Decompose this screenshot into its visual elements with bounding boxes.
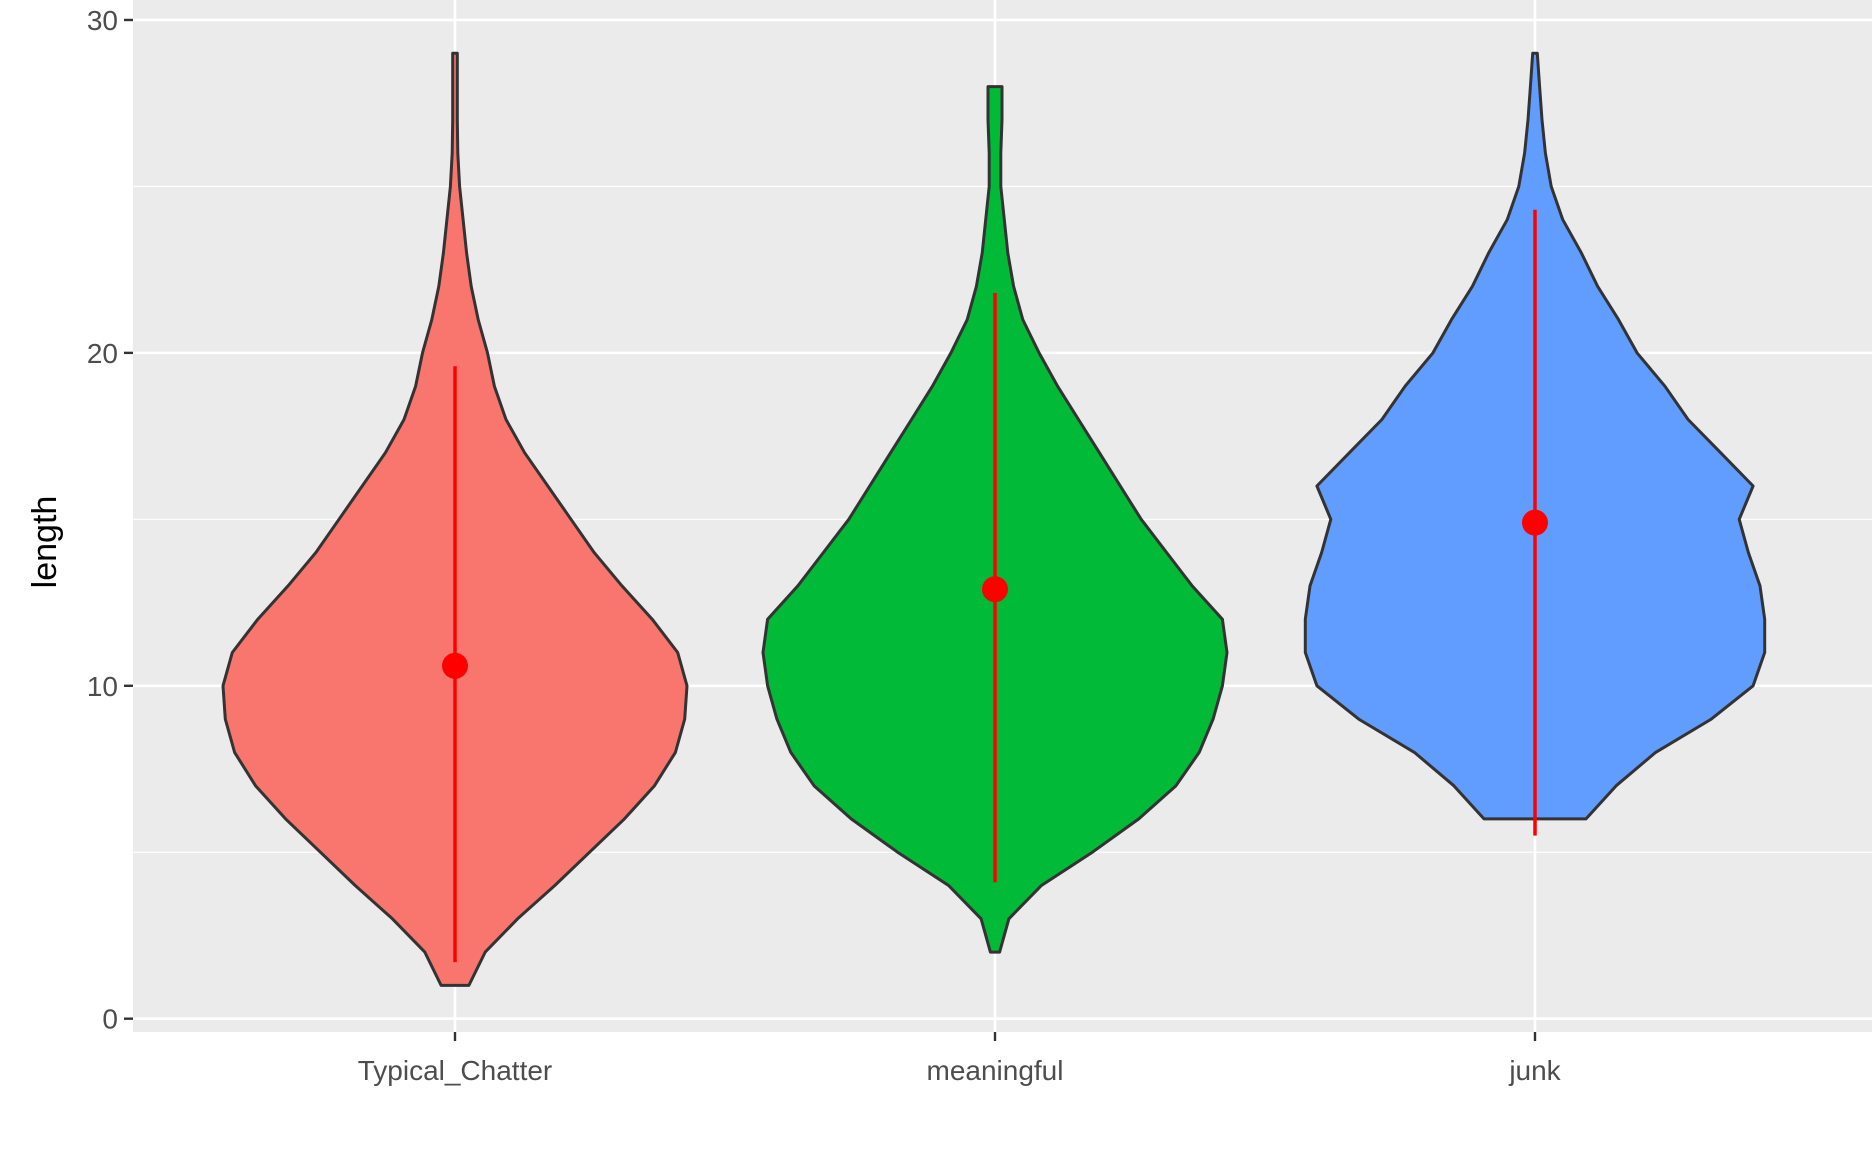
x-tick-label: Typical_Chatter bbox=[358, 1055, 553, 1086]
summary-markers bbox=[442, 209, 1548, 963]
axes: 0 10 20 30 Typical_Chatter meaningful junk bbox=[87, 5, 1562, 1086]
y-tick-label: 30 bbox=[87, 5, 118, 36]
mean-point-Typical_Chatter bbox=[442, 652, 468, 679]
y-tick-label: 0 bbox=[102, 1004, 118, 1035]
x-tick-label: junk bbox=[1508, 1055, 1561, 1086]
x-tick-label: meaningful bbox=[927, 1055, 1064, 1086]
y-tick-label: 10 bbox=[87, 671, 118, 702]
mean-point-junk bbox=[1522, 509, 1548, 536]
y-tick-label: 20 bbox=[87, 338, 118, 369]
mean-point-meaningful bbox=[982, 576, 1008, 603]
y-axis-title: length bbox=[26, 496, 64, 589]
